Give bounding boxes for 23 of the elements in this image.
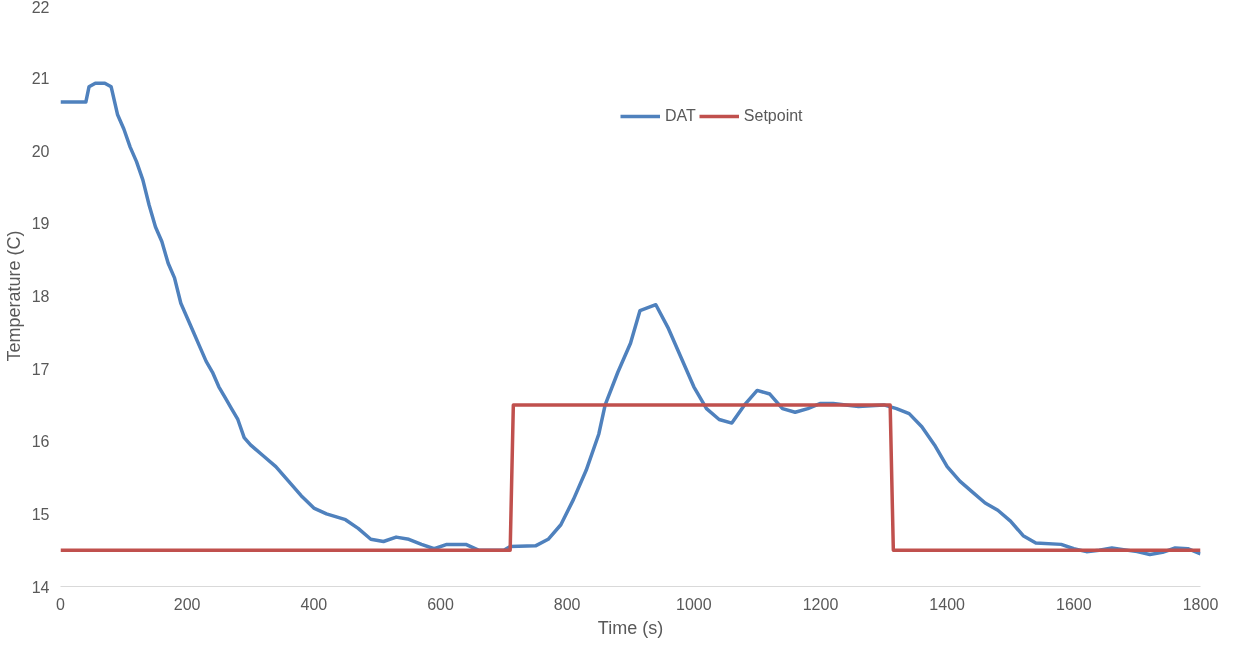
y-tick-label: 18 — [31, 288, 50, 305]
y-tick-label: 22 — [31, 0, 50, 16]
legend-label: Setpoint — [743, 107, 803, 125]
y-tick-label: 16 — [31, 433, 50, 451]
x-tick-label: 1000 — [676, 595, 712, 613]
x-tick-label: 400 — [300, 595, 328, 613]
x-tick-label: 1600 — [1056, 595, 1092, 613]
x-tick-label: 600 — [427, 595, 454, 613]
y-tick-label: 14 — [31, 578, 50, 596]
y-tick-label: 19 — [31, 215, 50, 233]
x-tick-label: 0 — [56, 595, 66, 613]
y-tick-label: 21 — [31, 70, 50, 88]
x-tick-label: 1200 — [802, 595, 839, 613]
y-axis-title: Temperature (C) — [3, 230, 24, 362]
y-tick-label: 15 — [31, 505, 50, 523]
x-tick-label: 1800 — [1182, 595, 1219, 613]
x-tick-label: 200 — [173, 595, 201, 613]
x-tick-label: 800 — [553, 595, 581, 613]
y-tick-label: 20 — [31, 142, 50, 160]
y-tick-label: 17 — [31, 360, 50, 378]
x-axis-title: Time (s) — [597, 617, 664, 638]
x-tick-label: 1400 — [929, 595, 966, 613]
legend-label: DAT — [665, 107, 696, 125]
